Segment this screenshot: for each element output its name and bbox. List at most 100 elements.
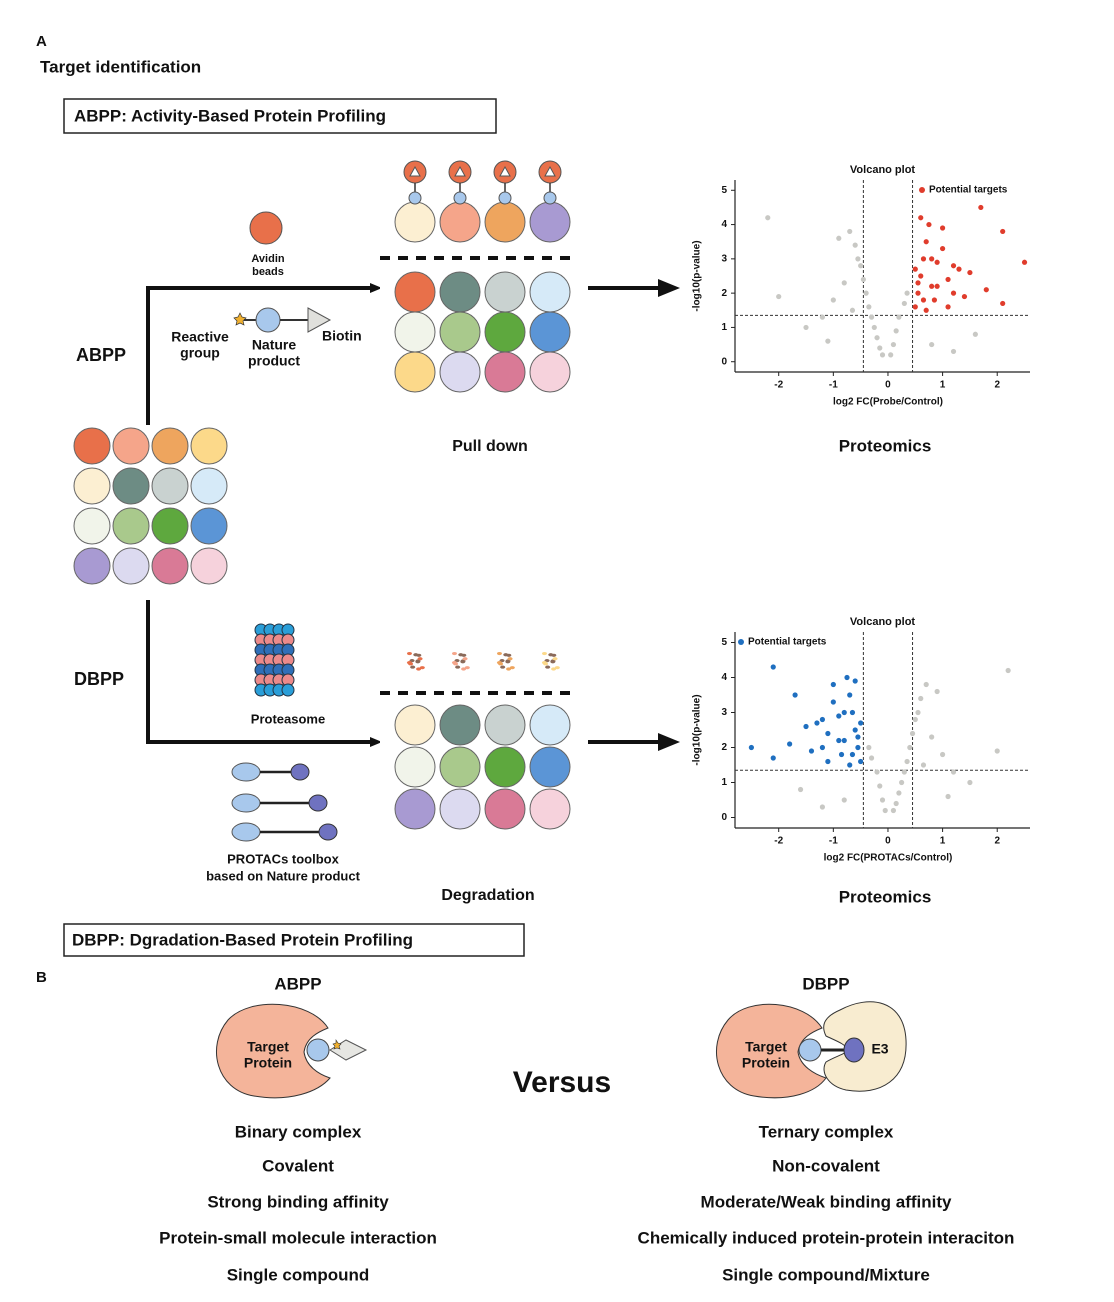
step-label: Degradation: [441, 887, 534, 904]
point: [923, 239, 929, 245]
point: [915, 280, 921, 286]
label: Protein: [244, 1055, 292, 1071]
property: Moderate/Weak binding affinity: [701, 1192, 952, 1211]
point: [830, 297, 836, 303]
proteasome-subunit: [281, 683, 295, 697]
point: [918, 273, 924, 279]
point: [934, 688, 940, 695]
legend-swatch: [738, 639, 744, 645]
point: [765, 215, 771, 221]
fragment: [500, 665, 506, 669]
point: [972, 331, 978, 337]
point: [950, 769, 957, 775]
point: [901, 300, 907, 307]
label: product: [248, 353, 300, 369]
x-axis-label: log2 FC(Probe/Control): [833, 397, 943, 408]
point: [926, 221, 932, 228]
point: [841, 737, 847, 744]
protein-well: [190, 547, 228, 585]
x-tick-label: 1: [940, 836, 946, 847]
point: [838, 751, 845, 758]
x-tick-label: 0: [885, 836, 891, 847]
point: [888, 352, 894, 358]
target-protein: [216, 1003, 331, 1099]
protein-well: [484, 746, 526, 788]
fragment: [410, 665, 416, 669]
point: [929, 734, 935, 740]
point: [904, 290, 910, 296]
e3-ligand: [308, 794, 328, 812]
target-protein: [716, 1003, 827, 1099]
point: [912, 304, 918, 310]
point: [814, 720, 820, 726]
e3-ligand: [318, 823, 338, 841]
point: [792, 692, 798, 698]
point: [899, 779, 905, 786]
fragment: [554, 666, 560, 670]
protein-well: [73, 507, 111, 545]
y-tick-label: 5: [721, 185, 727, 196]
fragment: [455, 665, 461, 669]
protein-well: [394, 704, 436, 746]
fragment: [541, 651, 547, 656]
protein-well: [484, 201, 526, 243]
property: Protein-small molecule interaction: [159, 1228, 437, 1247]
protein-well: [151, 467, 189, 505]
versus: Versus: [513, 1066, 611, 1099]
label: E3: [871, 1041, 888, 1057]
panel-label: B: [36, 969, 47, 986]
point: [956, 266, 962, 272]
point: [920, 762, 927, 768]
nature-product: [453, 191, 467, 205]
illustrations: [73, 160, 571, 842]
e3-ligand: [843, 1037, 865, 1063]
point: [915, 290, 921, 296]
branch-label: ABPP: [76, 345, 126, 365]
nature-product: [306, 1038, 330, 1062]
y-tick-label: 5: [721, 637, 727, 648]
protein-well: [529, 271, 571, 313]
protein-well: [394, 201, 436, 243]
label: Avidin: [251, 253, 284, 265]
fragment: [550, 660, 556, 664]
biotin: [544, 165, 556, 177]
mode-title: DBPP: [802, 974, 849, 993]
y-tick-label: 4: [721, 672, 727, 683]
point: [896, 314, 902, 320]
protein-well: [151, 427, 189, 465]
y-tick-label: 0: [721, 356, 727, 367]
point: [945, 793, 951, 800]
point: [819, 314, 826, 320]
x-tick-label: 2: [994, 836, 1000, 847]
protein-well: [439, 201, 481, 243]
point: [901, 769, 907, 775]
point: [879, 797, 886, 803]
y-tick-label: 2: [721, 288, 727, 299]
point: [847, 228, 853, 235]
point: [787, 741, 793, 747]
comparison-lists: Binary complex Covalent Strong binding aff…: [159, 1122, 1014, 1284]
point: [858, 758, 864, 765]
point: [841, 797, 847, 803]
point: [830, 681, 836, 688]
point: [803, 324, 809, 331]
y-tick-label: 2: [721, 742, 727, 753]
protein-well: [484, 704, 526, 746]
fragment: [415, 660, 421, 664]
point: [1005, 667, 1011, 674]
fragment: [419, 666, 425, 670]
protein-well: [73, 467, 111, 505]
point: [923, 681, 929, 688]
chart-title: Volcano plot: [850, 616, 916, 628]
fragment: [496, 661, 502, 665]
point: [825, 338, 831, 344]
point: [945, 304, 951, 310]
point: [1021, 259, 1028, 265]
point: [896, 790, 902, 796]
y-tick-label: 1: [721, 777, 727, 788]
point: [852, 678, 858, 684]
protein-well: [112, 507, 150, 545]
x-tick-label: -1: [829, 380, 838, 391]
protein-well: [439, 271, 481, 313]
point: [819, 716, 826, 723]
